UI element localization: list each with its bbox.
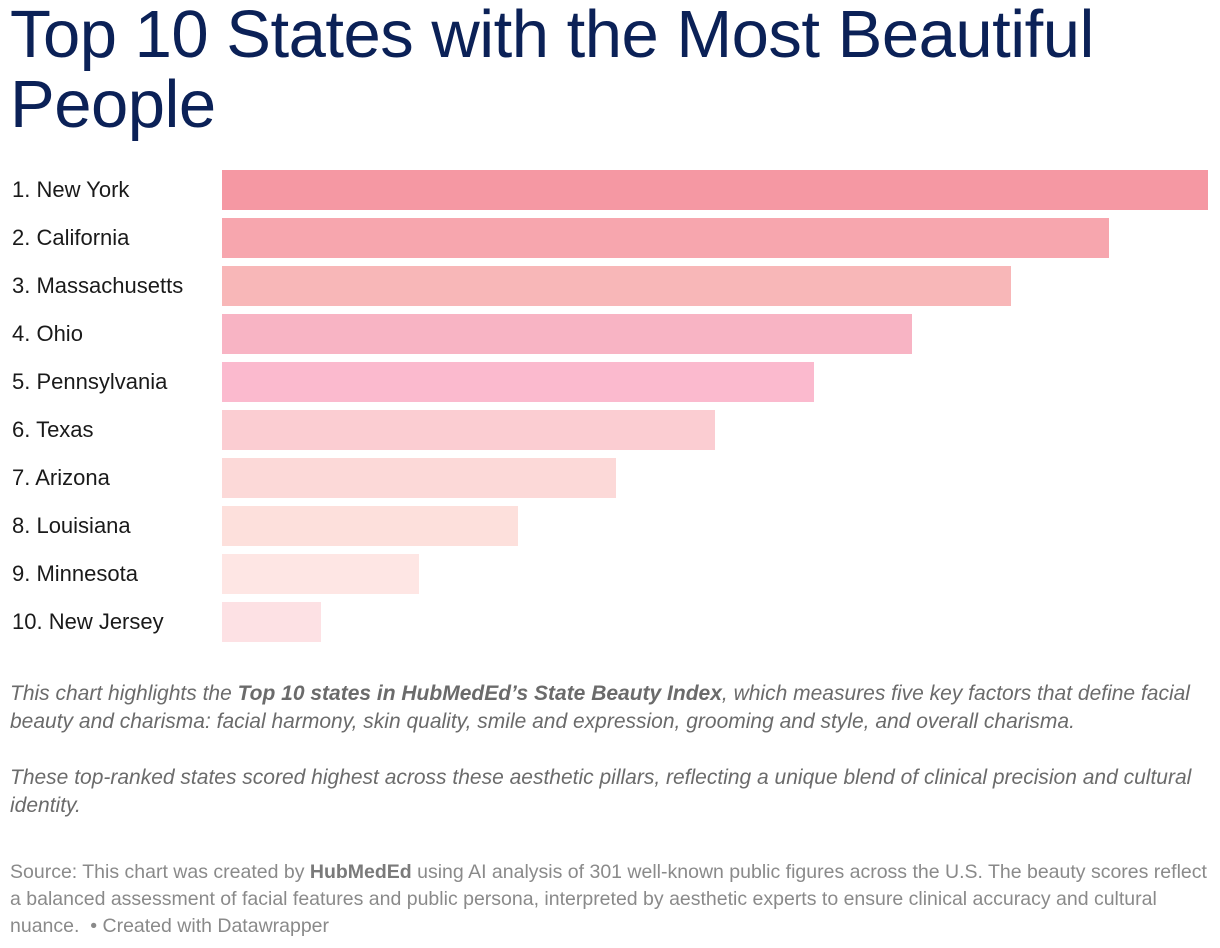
bar-label: 10. New Jersey [12,609,164,634]
bar-row: 6. Texas [0,410,1220,450]
bar [222,314,913,354]
bar-row: 4. Ohio [0,314,1220,354]
bar-label: 1. New York [12,177,130,202]
source-note: Source: This chart was created by HubMed… [10,861,1207,937]
bar-row: 9. Minnesota [0,554,1220,594]
description-paragraph-1: This chart highlights the Top 10 states … [10,682,1190,733]
bar-row: 1. New York [0,170,1220,210]
bar [222,362,814,402]
bar [222,410,715,450]
bar [222,602,321,642]
bar-label: 2. California [12,225,130,250]
bar [222,506,518,546]
bar [222,458,617,498]
datawrapper-credit: • Created with Datawrapper [90,915,330,937]
bar-row: 3. Massachusetts [0,266,1220,306]
index-name: Top 10 states in HubMedEd’s State Beauty… [237,682,722,705]
source-author: HubMedEd [309,861,412,883]
bar-row: 5. Pennsylvania [0,362,1220,402]
bar [222,170,1208,210]
bar-row: 10. New Jersey [0,602,1220,642]
bar [222,266,1011,306]
chart-title: Top 10 States with the Most Beautiful Pe… [10,0,1094,142]
bar [222,218,1110,258]
bar-row: 8. Louisiana [0,506,1220,546]
bar-label: 7. Arizona [12,465,110,490]
bar-label: 5. Pennsylvania [12,369,168,394]
bar-label: 4. Ohio [12,321,83,346]
bar-row: 2. California [0,218,1220,258]
bar-label: 9. Minnesota [12,561,138,586]
bar-row: 7. Arizona [0,458,1220,498]
bar-chart: 1. New York 2. California 3. Massachusetts… [0,162,1220,652]
bar-label: 3. Massachusetts [12,273,184,298]
bar [222,554,420,594]
chart-description: This chart highlights the Top 10 states … [10,680,1215,820]
bar-label: 6. Texas [12,417,94,442]
bar-label: 8. Louisiana [12,513,131,538]
description-paragraph-2: These top-ranked states scored highest a… [10,766,1192,817]
